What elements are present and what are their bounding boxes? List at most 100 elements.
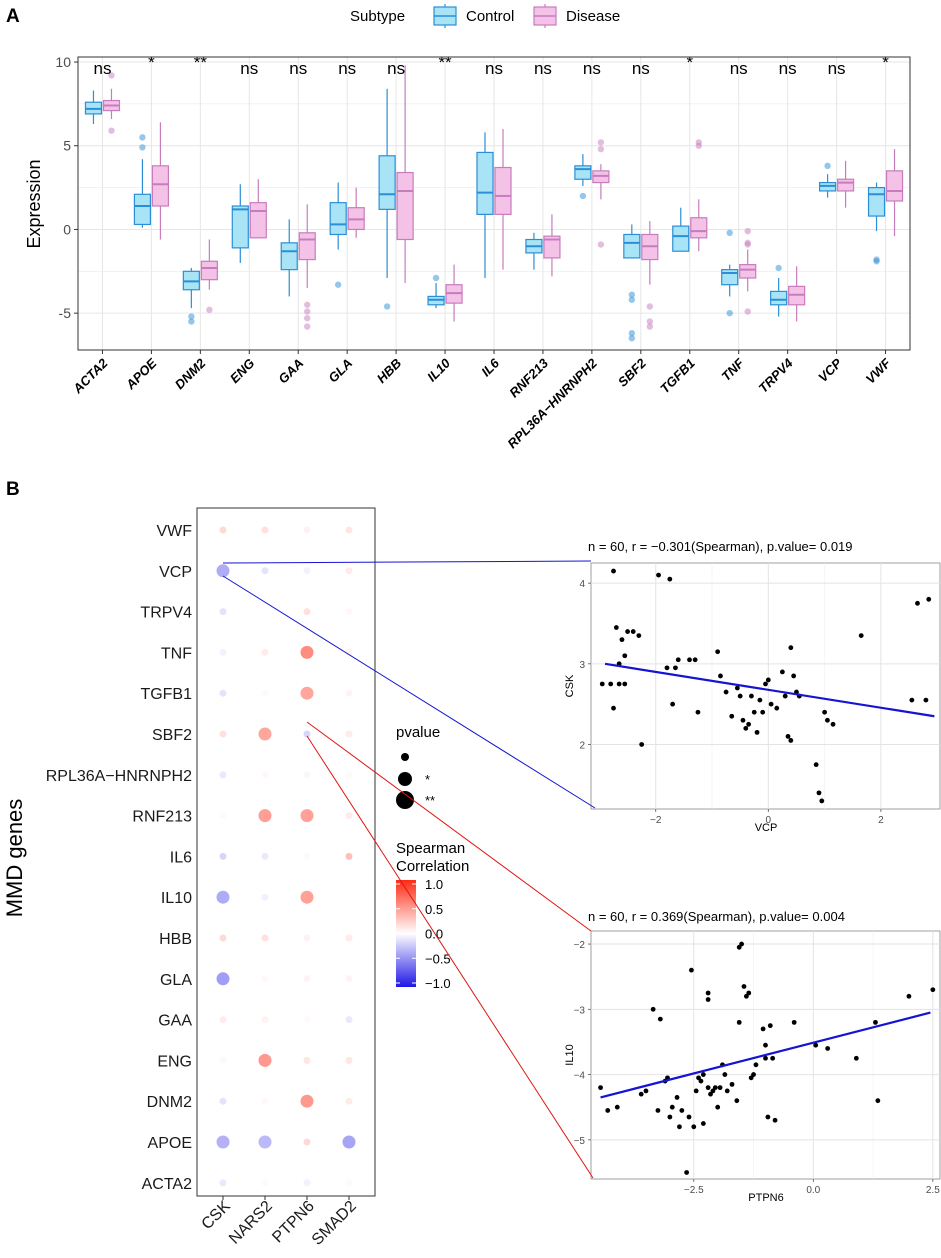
boxplot-x-tick-label: TGFB1 <box>657 356 698 397</box>
scatter-y-tick-label: 4 <box>579 579 585 590</box>
scatter-point <box>791 673 797 679</box>
box-disease-vwf <box>885 149 904 237</box>
box-outlier-point <box>206 306 213 314</box>
box-control-eng <box>231 184 249 263</box>
dot-matrix-column-label: SMAD2 <box>309 1198 360 1249</box>
pvalue-legend-dot-ns <box>401 753 409 761</box>
boxplot-y-tick-label: 0 <box>63 221 71 237</box>
significance-label: ns <box>779 59 797 78</box>
box-control-vwf <box>867 182 886 265</box>
scatter-point <box>712 1085 718 1091</box>
scatter-point <box>664 665 670 671</box>
significance-label: ns <box>289 59 307 78</box>
dot-vcp-csk <box>216 564 230 578</box>
box-body <box>298 232 316 261</box>
scatter-point <box>693 1088 699 1094</box>
scatter-point <box>616 681 622 687</box>
box-disease-eng <box>249 179 267 239</box>
scatter2-y-axis-title: IL10 <box>564 1044 576 1065</box>
box-outlier-point <box>646 303 654 310</box>
scatter-point <box>700 1121 706 1126</box>
box-outlier-point <box>304 301 311 308</box>
dot-vcp-ptpn6 <box>303 567 311 575</box>
box-outlier-point <box>744 241 751 248</box>
scatter-point <box>715 1104 721 1110</box>
dot-gla-ptpn6 <box>303 975 311 983</box>
scatter-x-tick-label: −2.5 <box>684 1185 704 1196</box>
box-disease-tgfb1 <box>690 139 708 252</box>
dot-rnf213-ptpn6 <box>300 809 314 823</box>
scatter-point <box>692 657 698 663</box>
scatter-point <box>684 1170 690 1175</box>
box-outlier-point <box>628 330 636 337</box>
dot-matrix-row-label: VWF <box>156 523 192 540</box>
box-disease-trpv4 <box>788 266 806 322</box>
scatter-point <box>779 669 785 675</box>
dot-dnm2-ptpn6 <box>300 1094 314 1108</box>
scatter-point <box>608 681 614 687</box>
scatter-point <box>718 673 723 679</box>
scatter1-axes: −2 0 2 2 3 4 <box>579 579 884 826</box>
box-outlier-point <box>304 308 311 315</box>
box-disease-vcp <box>836 160 855 208</box>
box-outlier-point <box>304 314 311 322</box>
boxplot-y-tick-label: 10 <box>55 54 71 70</box>
scatter-point <box>717 1085 723 1091</box>
dot-il6-nars2 <box>261 852 269 860</box>
scatter-point <box>686 1114 692 1120</box>
dot-dnm2-smad2 <box>345 1097 353 1105</box>
dot-acta2-csk <box>219 1179 227 1187</box>
significance-label: ns <box>93 59 111 78</box>
scatter-y-tick-label: −2 <box>574 940 586 951</box>
dot-acta2-smad2 <box>345 1179 353 1187</box>
scatter1-grid <box>591 563 940 809</box>
scatter-point <box>751 1072 756 1077</box>
box-control-acta2 <box>84 90 103 124</box>
box-control-vcp <box>818 162 837 198</box>
scatter-point <box>763 1042 768 1048</box>
box-body <box>476 151 494 215</box>
dot-dnm2-nars2 <box>261 1097 269 1105</box>
dot-vwf-nars2 <box>261 526 269 534</box>
scatter-y-tick-label: 3 <box>579 660 585 671</box>
scatter-point <box>638 1091 644 1097</box>
dot-gla-csk <box>216 972 230 986</box>
legend-disease-label: Disease <box>566 8 620 25</box>
scatter-x-tick-label: 2.5 <box>926 1185 940 1196</box>
box-body <box>231 205 249 249</box>
scatter-point <box>687 657 692 663</box>
box-outlier-point <box>597 241 605 248</box>
scatter-point <box>739 941 744 947</box>
dot-gaa-nars2 <box>261 1016 269 1024</box>
scatter-point <box>657 1016 663 1022</box>
dot-hbb-ptpn6 <box>303 934 311 942</box>
scatter-point <box>741 984 747 989</box>
boxplot-y-axis-title: Expression <box>24 159 44 248</box>
dot-matrix-row-label: DNM2 <box>147 1094 192 1111</box>
scatter-fit-line <box>604 662 935 718</box>
boxplot-x-tick-label: SBF2 <box>615 355 650 390</box>
box-control-il6 <box>476 132 494 279</box>
box-control-gla <box>329 182 347 288</box>
box-control-gaa <box>280 219 298 297</box>
scatter-point <box>691 1124 697 1130</box>
box-body <box>690 217 708 239</box>
scatter-point <box>767 1023 773 1029</box>
scatter-point <box>667 576 673 582</box>
dot-sbf2-nars2 <box>258 727 272 741</box>
significance-label: ns <box>730 59 748 78</box>
dot-vwf-smad2 <box>345 526 353 534</box>
box-disease-hbb <box>396 65 414 284</box>
box-control-tgfb1 <box>672 207 690 252</box>
dot-matrix-column-label: NARS2 <box>226 1198 276 1248</box>
boxplot-x-tick-label: RPL36A−HNRNPH2 <box>504 355 600 451</box>
scatter-point <box>923 697 929 703</box>
scatter-point <box>613 625 619 630</box>
scatter-point <box>788 645 794 651</box>
scatter-point <box>715 649 721 655</box>
dot-matrix-marks <box>216 526 356 1187</box>
box-control-hbb <box>378 88 396 310</box>
dot-rpl36a−hnrnph2-smad2 <box>345 771 353 779</box>
boxplot-marks: ns * ** ns ns ns ns ** ns ns ns ns * ns ns ns * <box>84 53 904 342</box>
boxplot-y-tick-label: -5 <box>59 305 72 321</box>
